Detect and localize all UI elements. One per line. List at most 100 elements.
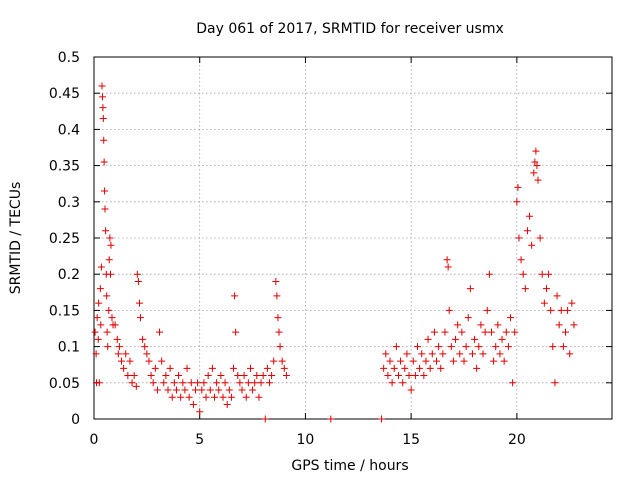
data-point bbox=[200, 379, 208, 387]
data-point bbox=[221, 379, 229, 387]
data-point bbox=[466, 285, 474, 293]
data-point bbox=[108, 314, 116, 322]
data-point bbox=[452, 335, 460, 343]
data-point bbox=[413, 343, 421, 351]
data-point bbox=[274, 314, 282, 322]
data-point bbox=[120, 364, 128, 372]
data-point bbox=[232, 328, 240, 336]
data-point bbox=[479, 350, 487, 358]
data-point bbox=[473, 364, 481, 372]
data-point bbox=[504, 343, 512, 351]
x-tick-label: 5 bbox=[195, 432, 204, 448]
data-point bbox=[143, 350, 151, 358]
data-point bbox=[249, 386, 257, 394]
data-point bbox=[158, 357, 166, 365]
data-point bbox=[533, 162, 541, 170]
data-point bbox=[97, 321, 105, 329]
tick-labels: 0 0.05 0.1 0.15 0.2 0.25 0.3 0.35 0.4 0.45 0.5 0 5 10… bbox=[49, 50, 526, 448]
data-point bbox=[196, 408, 204, 416]
data-point bbox=[437, 364, 445, 372]
data-point bbox=[251, 379, 259, 387]
x-tick-label: 10 bbox=[297, 432, 315, 448]
data-point bbox=[280, 364, 288, 372]
data-point bbox=[211, 393, 219, 401]
x-tick-label: 15 bbox=[402, 432, 420, 448]
data-point bbox=[276, 343, 284, 351]
data-point bbox=[253, 372, 261, 380]
data-point bbox=[507, 314, 515, 322]
x-axis-title: GPS time / hours bbox=[291, 458, 408, 474]
data-point bbox=[261, 415, 269, 423]
data-point bbox=[397, 357, 405, 365]
data-point bbox=[172, 386, 180, 394]
data-point bbox=[179, 379, 187, 387]
data-point bbox=[202, 393, 210, 401]
data-point bbox=[223, 401, 231, 409]
data-point bbox=[428, 350, 436, 358]
data-point bbox=[441, 328, 449, 336]
data-point bbox=[426, 364, 434, 372]
data-point bbox=[265, 379, 273, 387]
data-point bbox=[147, 372, 155, 380]
data-point bbox=[494, 321, 502, 329]
data-point bbox=[98, 93, 106, 101]
data-point bbox=[380, 364, 388, 372]
data-point bbox=[411, 372, 419, 380]
y-tick-label: 0.35 bbox=[49, 159, 80, 175]
data-point bbox=[105, 306, 113, 314]
y-tick-label: 0.4 bbox=[58, 122, 80, 138]
data-point bbox=[145, 357, 153, 365]
data-point bbox=[468, 350, 476, 358]
data-point bbox=[570, 321, 578, 329]
data-point bbox=[392, 343, 400, 351]
data-point bbox=[492, 343, 500, 351]
data-point bbox=[517, 256, 525, 264]
data-point bbox=[500, 357, 508, 365]
data-point bbox=[175, 372, 183, 380]
y-axis-title: SRMTID / TECUs bbox=[8, 182, 24, 295]
y-tick-label: 0.05 bbox=[49, 376, 80, 392]
data-point bbox=[166, 364, 174, 372]
y-tick-label: 0.45 bbox=[49, 86, 80, 102]
data-point bbox=[263, 364, 271, 372]
data-point bbox=[553, 292, 561, 300]
data-point bbox=[481, 328, 489, 336]
data-point bbox=[170, 379, 178, 387]
data-point bbox=[141, 343, 149, 351]
data-point bbox=[106, 234, 114, 242]
data-point bbox=[327, 415, 335, 423]
data-point bbox=[422, 357, 430, 365]
data-point bbox=[519, 270, 527, 278]
data-point bbox=[514, 183, 522, 191]
data-point bbox=[242, 393, 250, 401]
chart-title: Day 061 of 2017, SRMTID for receiver usm… bbox=[196, 21, 504, 37]
data-point bbox=[458, 328, 466, 336]
data-point bbox=[555, 321, 563, 329]
x-tick-label: 0 bbox=[90, 432, 99, 448]
data-point bbox=[559, 343, 567, 351]
data-point bbox=[191, 386, 199, 394]
data-point bbox=[137, 314, 145, 322]
data-point bbox=[104, 343, 112, 351]
data-point bbox=[449, 357, 457, 365]
data-point bbox=[219, 393, 227, 401]
data-point bbox=[275, 328, 283, 336]
data-point bbox=[114, 350, 122, 358]
data-point bbox=[185, 393, 193, 401]
data-point bbox=[378, 415, 386, 423]
data-point bbox=[240, 372, 248, 380]
data-point bbox=[530, 169, 538, 177]
data-point bbox=[225, 386, 233, 394]
data-point bbox=[117, 357, 125, 365]
data-point bbox=[189, 401, 197, 409]
data-point bbox=[561, 328, 569, 336]
x-tick-label: 20 bbox=[508, 432, 526, 448]
data-point bbox=[100, 158, 108, 166]
data-point bbox=[213, 379, 221, 387]
data-point bbox=[111, 321, 119, 329]
data-point bbox=[257, 379, 265, 387]
data-point bbox=[153, 386, 161, 394]
data-point bbox=[160, 379, 168, 387]
y-tick-label: 0.1 bbox=[58, 340, 80, 356]
data-point bbox=[566, 350, 574, 358]
